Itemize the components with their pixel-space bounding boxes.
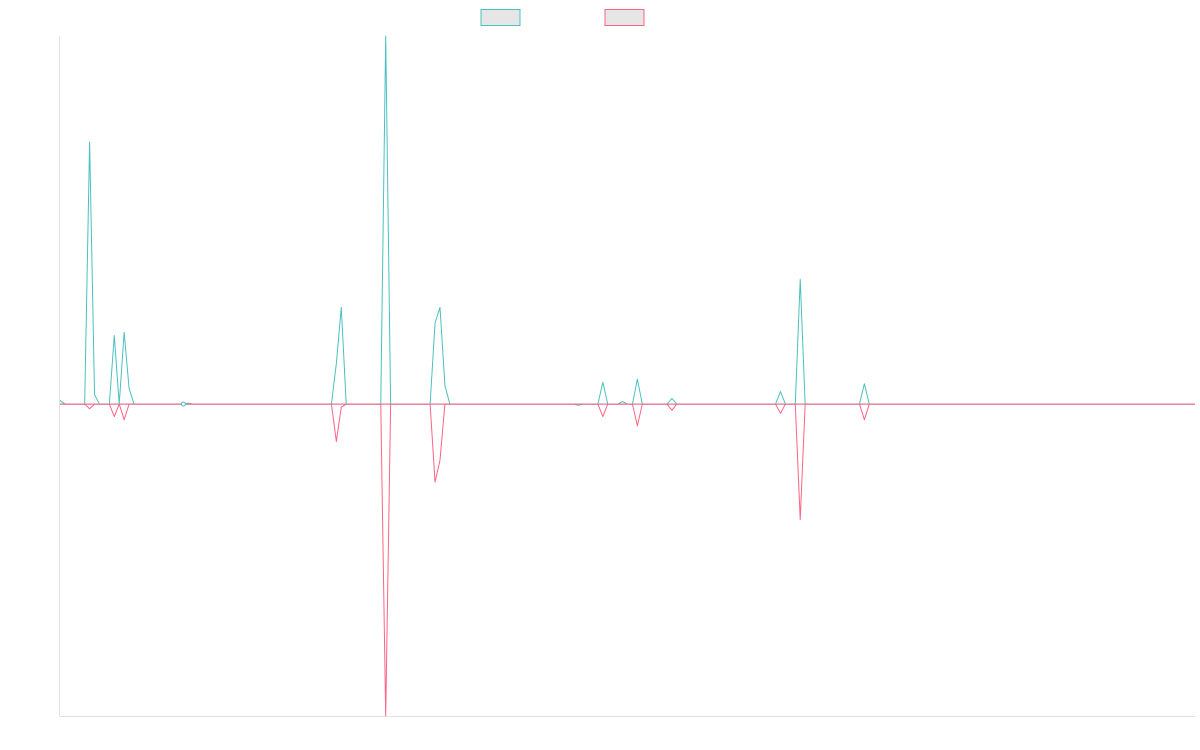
legend bbox=[480, 9, 645, 26]
legend-swatch-1[interactable] bbox=[480, 9, 521, 26]
data-point-marker-1 bbox=[180, 401, 186, 407]
series-line-2 bbox=[60, 403, 1195, 717]
axes bbox=[59, 36, 1195, 717]
series-line-4 bbox=[60, 403, 1195, 520]
series-layer bbox=[59, 35, 1195, 717]
series-line-1 bbox=[59, 35, 1195, 405]
legend-swatch-2[interactable] bbox=[604, 9, 645, 26]
series-line-3 bbox=[60, 278, 1195, 406]
